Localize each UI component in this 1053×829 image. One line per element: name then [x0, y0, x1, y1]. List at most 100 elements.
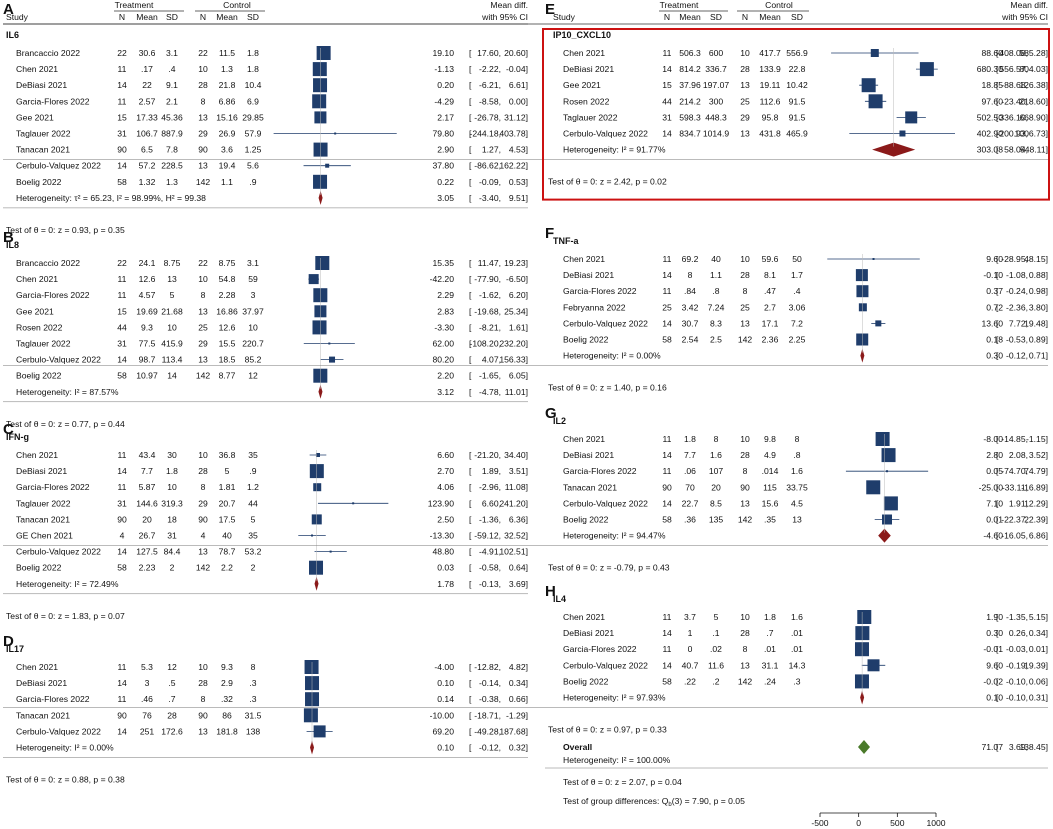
ci-lower: -8.58, [479, 96, 501, 106]
study-label: Cerbulo-Valquez 2022 [16, 355, 101, 365]
ci-bracket-open: [ [469, 563, 472, 573]
study-row: GE Chen 2021 4 26.7 31 4 40 35 -13.30 [-59.12, 32… [16, 531, 528, 541]
heterogeneity-label: Heterogeneity: τ² = 65.23, I² = 98.99%, … [16, 193, 206, 203]
control-sd-header: SD [247, 12, 259, 22]
overall-test-label: Test of θ = 0: z = 0.77, p = 0.44 [6, 419, 125, 429]
pooled-ci-upper: 0.31] [1029, 693, 1048, 703]
study-row: Cerbulo-Valquez 2022 14 57.2 228.5 13 19.4 5.6… [16, 161, 528, 171]
pooled-diamond [860, 690, 865, 705]
treatment-mean: .22 [684, 676, 696, 686]
ci-upper: 102.51] [499, 547, 528, 557]
pooled-row: Heterogeneity: I² = 94.47% -4.60[-16.05, 6… [563, 528, 1048, 543]
control-mean: 95.8 [762, 112, 779, 122]
study-row: Chen 2021 11 1.8 8 10 9.8 8 -8.00[-14.85,-1.15] [563, 432, 1048, 446]
ci-upper: 585.28] [1019, 48, 1048, 58]
control-n: 22 [198, 48, 208, 58]
control-mean-header: Mean [216, 12, 238, 22]
effect-estimate: 2.80 [986, 450, 1003, 460]
control-n: 10 [740, 434, 750, 444]
control-n: 25 [740, 302, 750, 312]
study-label: Taglauer 2022 [16, 129, 71, 139]
control-sd: 44 [248, 498, 258, 508]
ci-upper: 0.64] [509, 563, 528, 573]
treatment-n: 11 [663, 286, 672, 296]
panel-letter: D [3, 633, 14, 650]
ci-lower: -8.21, [479, 322, 501, 332]
treatment-sd: 14 [167, 371, 177, 381]
treatment-n: 90 [117, 145, 127, 155]
x-tick-label: -500 [811, 818, 828, 828]
treatment-n: 31 [117, 339, 127, 349]
study-label: Garcia-Flores 2022 [16, 694, 90, 704]
effect-estimate: 9.60 [986, 254, 1003, 264]
effect-estimate: 0.14 [437, 694, 454, 704]
control-n: 13 [198, 355, 208, 365]
ci-bracket-open: [ [996, 644, 999, 654]
treatment-n: 11 [118, 450, 127, 460]
treatment-sd: 7.24 [708, 302, 725, 312]
control-n: 13 [740, 498, 750, 508]
ci-bracket-open: [ [469, 371, 472, 381]
effect-square [313, 78, 328, 93]
study-row: Taglauer 2022 31 144.6 319.3 29 20.7 44 123.90 [… [16, 498, 528, 508]
ci-bracket-open: [ [996, 466, 999, 476]
control-sd-header: SD [791, 12, 803, 22]
ci-upper: 11.08] [505, 482, 528, 492]
control-sd: 465.9 [786, 129, 808, 139]
treatment-mean: 37.96 [679, 80, 701, 90]
study-label: DeBiasi 2021 [563, 270, 614, 280]
control-mean: 40 [222, 531, 232, 541]
treatment-n: 14 [117, 547, 127, 557]
study-label: DeBiasi 2021 [563, 64, 614, 74]
effect-estimate: 19.10 [432, 48, 454, 58]
treatment-n-header: N [664, 12, 670, 22]
control-n: 10 [740, 612, 750, 622]
ci-bracket-open: [ [469, 306, 472, 316]
heterogeneity-label: Heterogeneity: I² = 0.00% [16, 743, 114, 753]
treatment-sd: 84.4 [164, 547, 181, 557]
overall-test-label: Test of θ = 0: z = 1.40, p = 0.16 [548, 383, 667, 393]
treatment-sd: 1.8 [166, 466, 178, 476]
control-sd: 1.25 [245, 145, 262, 155]
control-sd: 556.9 [786, 48, 808, 58]
ci-lower: -408.08, [996, 48, 1028, 58]
pooled-diamond [878, 528, 891, 543]
ci-lower: -22.37, [1001, 515, 1028, 525]
control-sd: 220.7 [242, 339, 264, 349]
ci-lower: 4.07, [482, 355, 501, 365]
control-mean: 17.1 [762, 318, 779, 328]
treatment-n: 90 [117, 514, 127, 524]
ci-upper: 34.40] [504, 450, 528, 460]
control-sd: .01 [791, 644, 803, 654]
overall-label: Overall [563, 742, 592, 752]
control-n: 90 [740, 482, 750, 492]
effect-square [881, 448, 896, 463]
control-sd: 3 [251, 290, 256, 300]
treatment-n: 11 [118, 482, 127, 492]
pooled-row: Heterogeneity: I² = 91.77% 303.08[58.04,5… [563, 142, 1048, 157]
control-n: 28 [740, 270, 750, 280]
study-label: Cerbulo-Valquez 2022 [563, 129, 648, 139]
control-sd: 1.6 [791, 612, 803, 622]
effect-square [329, 550, 332, 553]
ci-lower: -244.18, [469, 129, 501, 139]
treatment-sd: 1014.9 [703, 129, 730, 139]
treatment-n: 11 [118, 290, 127, 300]
panel-A: A IL6 Brancaccio 2022 22 30.6 3.1 22 11.5 1.8 19.… [3, 1, 528, 235]
treatment-sd: 5 [170, 290, 175, 300]
panel-E: E IP10_CXCL10 Chen 2021 11 506.3 600 10 417.7 55… [3, 1, 1048, 187]
control-mean: 2.28 [219, 290, 236, 300]
control-mean-header: Mean [759, 12, 781, 22]
treatment-n: 11 [118, 694, 127, 704]
treatment-mean: 8 [688, 270, 693, 280]
ci-bracket-open: [ [469, 96, 472, 106]
control-sd: 53.2 [245, 547, 262, 557]
study-label: Gee 2021 [563, 80, 601, 90]
x-axis: -500 0 500 1000 [811, 812, 946, 828]
treatment-mean: 22.7 [682, 498, 699, 508]
control-mean: 19.4 [219, 161, 236, 171]
ci-bracket-open: [ [996, 254, 999, 264]
overall-ci-upper: 138.45] [1019, 742, 1048, 752]
study-row: Tanacan 2021 90 20 18 90 17.5 5 2.50 [-1.36, 6.36… [16, 514, 528, 525]
subgroup-name: IFN-g [6, 432, 29, 442]
